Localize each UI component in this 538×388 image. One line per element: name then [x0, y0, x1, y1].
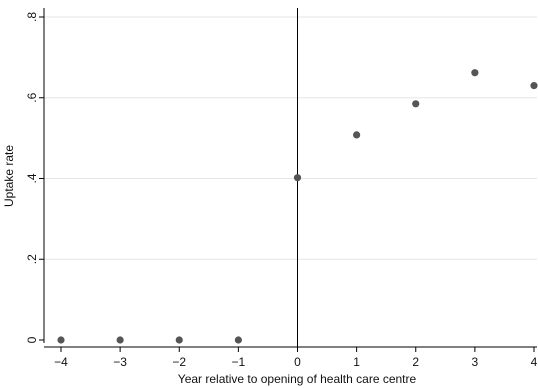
data-point [175, 336, 183, 344]
x-tick-label: −1 [232, 355, 246, 369]
x-axis-label: Year relative to opening of health care … [178, 372, 417, 386]
y-tick-label: .8 [25, 12, 39, 22]
x-tick-label: 2 [412, 355, 419, 369]
grid-lines [44, 16, 537, 260]
x-tick-label: 1 [353, 355, 360, 369]
x-axis-ticks: −4 −3 −2 −1 0 1 2 3 4 [54, 347, 538, 369]
x-tick-label: 3 [472, 355, 479, 369]
data-point [530, 82, 538, 90]
y-tick-label: .4 [25, 173, 39, 183]
x-tick-label: −3 [113, 355, 127, 369]
x-tick-label: −2 [172, 355, 186, 369]
data-point [353, 131, 361, 139]
x-tick-label: 4 [531, 355, 538, 369]
data-points [57, 69, 538, 344]
y-axis-label: Uptake rate [2, 145, 16, 207]
data-point [234, 336, 242, 344]
y-tick-label: 0 [25, 336, 39, 343]
data-point [293, 174, 302, 182]
y-axis-ticks: 0 .2 .4 .6 .8 [25, 12, 44, 343]
y-tick-label: .6 [25, 92, 39, 102]
data-point [471, 69, 479, 77]
data-point [412, 100, 420, 108]
y-tick-label: .2 [25, 254, 39, 264]
x-tick-label: 0 [294, 355, 301, 369]
data-point [116, 336, 124, 344]
x-tick-label: −4 [54, 355, 68, 369]
data-point [57, 336, 65, 344]
